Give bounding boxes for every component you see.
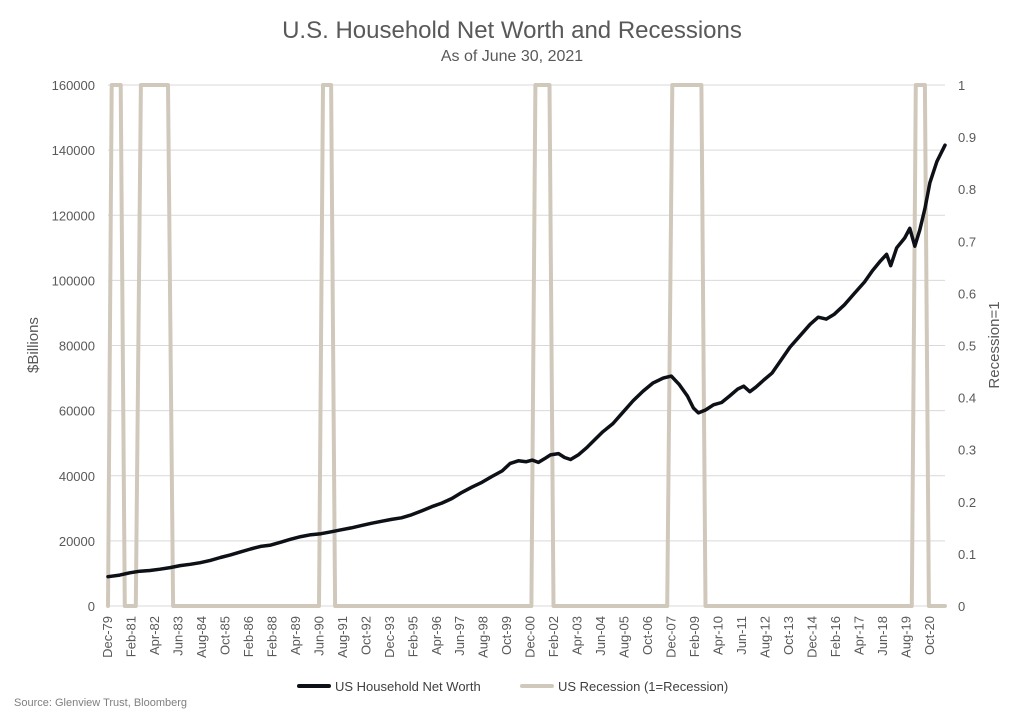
x-tick-label: Feb-02 bbox=[546, 616, 561, 657]
legend: US Household Net Worth US Recession (1=R… bbox=[297, 679, 728, 694]
x-tick-label: Feb-16 bbox=[828, 616, 843, 657]
x-tick-label: Jun-83 bbox=[170, 616, 185, 656]
gridlines bbox=[108, 84, 945, 542]
right-axis-label: Recession=1 bbox=[986, 301, 1003, 388]
x-tick-label: Jun-04 bbox=[593, 616, 608, 656]
y-right-tick-label: 0.4 bbox=[958, 391, 976, 406]
x-tick-label: Aug-98 bbox=[476, 616, 491, 658]
left-axis-label: $Billions bbox=[25, 317, 42, 373]
y-left-tick-label: 120000 bbox=[52, 208, 95, 223]
y-left-tick-label: 0 bbox=[88, 599, 95, 614]
x-tick-label: Oct-92 bbox=[358, 616, 373, 655]
y-left-tick-label: 160000 bbox=[52, 78, 95, 93]
y-right-tick-label: 0.2 bbox=[958, 495, 976, 510]
x-axis-ticks: Dec-79 Feb-81 Apr-82 Jun-83 Aug-84 Oct-85 Feb-… bbox=[100, 616, 937, 658]
x-tick-label: Dec-79 bbox=[100, 616, 115, 658]
y-right-tick-label: 0.8 bbox=[958, 182, 976, 197]
x-tick-label: Aug-84 bbox=[194, 616, 209, 658]
y-right-tick-label: 0.5 bbox=[958, 339, 976, 354]
right-axis-ticks: 0 0.1 0.2 0.3 0.4 0.5 0.6 0.7 0.8 0.9 1 bbox=[958, 78, 976, 614]
series-line-recession bbox=[106, 83, 947, 608]
y-right-tick-label: 0.1 bbox=[958, 547, 976, 562]
x-tick-label: Aug-12 bbox=[758, 616, 773, 658]
y-right-tick-label: 0.9 bbox=[958, 130, 976, 145]
x-tick-label: Oct-13 bbox=[781, 616, 796, 655]
y-right-tick-label: 0.3 bbox=[958, 443, 976, 458]
y-right-tick-label: 1 bbox=[958, 78, 965, 93]
legend-label-net-worth: US Household Net Worth bbox=[335, 679, 481, 694]
y-left-tick-label: 140000 bbox=[52, 143, 95, 158]
x-tick-label: Feb-86 bbox=[241, 616, 256, 657]
x-tick-label: Aug-91 bbox=[335, 616, 350, 658]
x-tick-label: Aug-05 bbox=[617, 616, 632, 658]
y-left-tick-label: 80000 bbox=[59, 339, 95, 354]
x-tick-label: Jun-97 bbox=[452, 616, 467, 656]
x-tick-label: Jun-11 bbox=[734, 616, 749, 655]
x-tick-label: Oct-20 bbox=[922, 616, 937, 655]
y-left-tick-label: 40000 bbox=[59, 469, 95, 484]
x-tick-label: Oct-85 bbox=[217, 616, 232, 655]
y-right-tick-label: 0.6 bbox=[958, 286, 976, 301]
x-tick-label: Apr-17 bbox=[851, 616, 866, 655]
x-tick-label: Oct-99 bbox=[499, 616, 514, 655]
chart-subtitle: As of June 30, 2021 bbox=[441, 48, 583, 65]
x-tick-label: Dec-93 bbox=[382, 616, 397, 658]
x-tick-label: Aug-19 bbox=[898, 616, 913, 658]
x-tick-label: Dec-14 bbox=[804, 616, 819, 658]
series-layer bbox=[106, 83, 947, 608]
x-tick-label: Jun-18 bbox=[875, 616, 890, 656]
x-tick-label: Apr-82 bbox=[147, 616, 162, 655]
x-tick-label: Feb-88 bbox=[264, 616, 279, 657]
x-tick-label: Dec-07 bbox=[664, 616, 679, 658]
y-right-tick-label: 0.7 bbox=[958, 234, 976, 249]
x-tick-label: Jun-90 bbox=[311, 616, 326, 656]
y-left-tick-label: 60000 bbox=[59, 404, 95, 419]
y-left-tick-label: 20000 bbox=[59, 534, 95, 549]
x-tick-label: Apr-10 bbox=[711, 616, 726, 655]
y-right-tick-label: 0 bbox=[958, 599, 965, 614]
x-tick-label: Dec-00 bbox=[523, 616, 538, 658]
chart-title: U.S. Household Net Worth and Recessions bbox=[282, 17, 742, 44]
x-tick-label: Oct-06 bbox=[640, 616, 655, 655]
x-tick-label: Feb-81 bbox=[123, 616, 138, 657]
y-left-tick-label: 100000 bbox=[52, 273, 95, 288]
x-tick-label: Apr-96 bbox=[429, 616, 444, 655]
x-tick-label: Feb-95 bbox=[405, 616, 420, 657]
legend-label-recession: US Recession (1=Recession) bbox=[558, 679, 728, 694]
series-line-net-worth bbox=[106, 143, 947, 579]
x-tick-label: Apr-89 bbox=[288, 616, 303, 655]
x-tick-label: Apr-03 bbox=[570, 616, 585, 655]
x-tick-label: Feb-09 bbox=[687, 616, 702, 657]
left-axis-ticks: 0 20000 40000 60000 80000 100000 120000 140000 1… bbox=[52, 78, 95, 614]
source-note: Source: Glenview Trust, Bloomberg bbox=[14, 697, 187, 709]
